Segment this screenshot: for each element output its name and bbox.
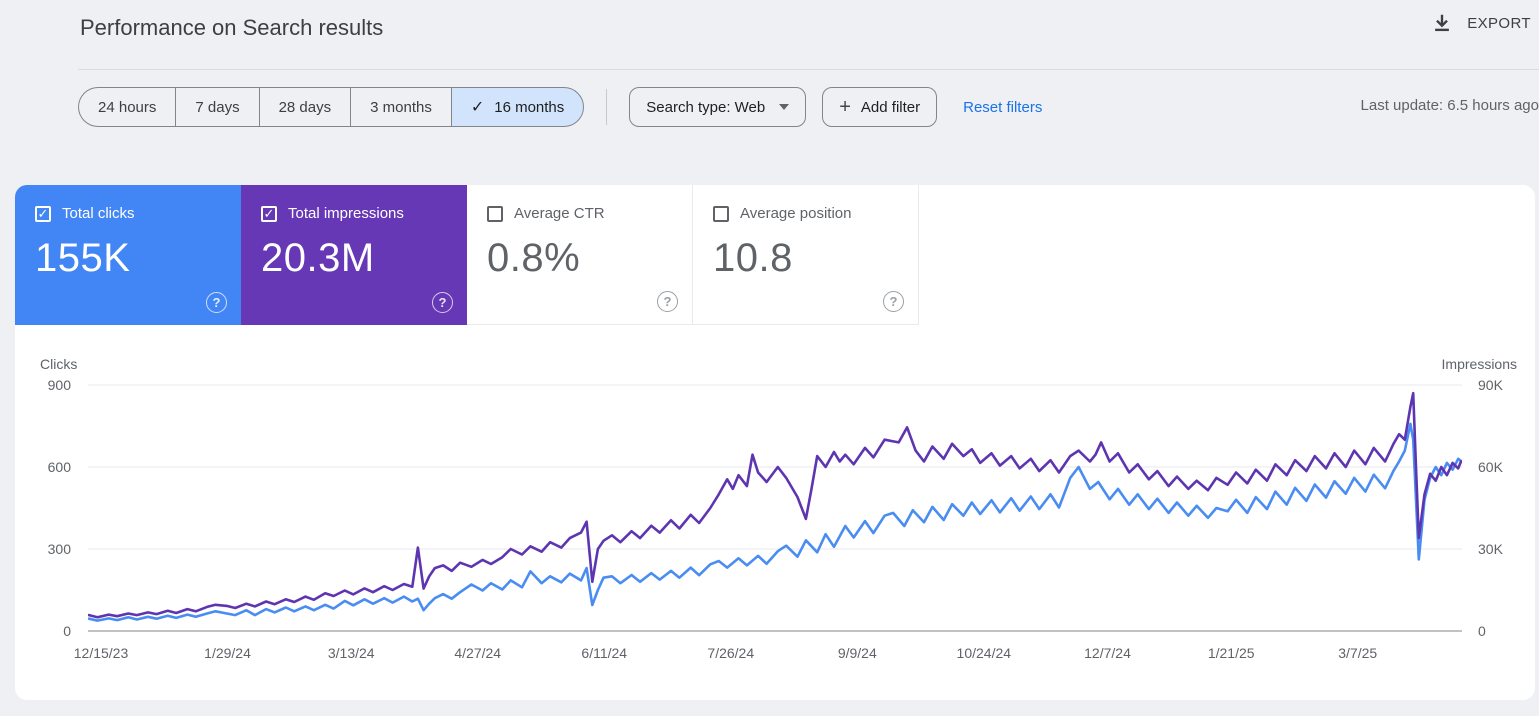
date-range-chip-28-days[interactable]: 28 days bbox=[258, 87, 351, 127]
metric-label: Average CTR bbox=[514, 205, 605, 222]
download-icon bbox=[1431, 12, 1453, 34]
metric-label: Total impressions bbox=[288, 205, 404, 222]
right-axis-tick: 60K bbox=[1478, 459, 1503, 475]
check-icon: ✓ bbox=[470, 99, 485, 116]
date-range-selector: 24 hours 7 days 28 days 3 months ✓ 16 months bbox=[78, 87, 585, 127]
chevron-down-icon bbox=[779, 104, 790, 110]
page-header: Performance on Search results EXPORT bbox=[0, 0, 1539, 69]
x-axis-tick: 10/24/24 bbox=[956, 645, 1012, 661]
metric-card-header: Average position bbox=[713, 205, 902, 222]
metric-value: 0.8% bbox=[487, 236, 581, 280]
search-type-label: Search type: Web bbox=[646, 98, 766, 116]
metric-value: 155K bbox=[35, 236, 131, 280]
checkbox-checked-icon[interactable]: ✓ bbox=[261, 205, 277, 222]
search-type-dropdown[interactable]: Search type: Web bbox=[629, 87, 807, 127]
help-icon[interactable]: ? bbox=[883, 291, 904, 312]
right-axis-tick: 90K bbox=[1478, 377, 1503, 393]
date-range-label: 24 hours bbox=[98, 98, 157, 116]
metric-value: 20.3M bbox=[261, 236, 375, 280]
last-update-text: Last update: 6.5 hours ago bbox=[1360, 97, 1539, 114]
metric-card-header: ✓ Total impressions bbox=[261, 205, 451, 222]
x-axis-tick: 12/7/24 bbox=[1084, 645, 1131, 661]
x-axis-tick: 12/15/23 bbox=[73, 645, 129, 661]
metric-card-header: ✓ Total clicks bbox=[35, 205, 225, 222]
filter-divider bbox=[606, 89, 608, 125]
metric-value: 10.8 bbox=[713, 236, 793, 280]
x-axis-tick: 7/26/24 bbox=[707, 645, 755, 661]
metric-label: Average position bbox=[740, 205, 852, 222]
metric-label: Total clicks bbox=[62, 205, 135, 222]
add-filter-button[interactable]: + Add filter bbox=[822, 87, 938, 127]
metric-card-average-ctr[interactable]: Average CTR 0.8%? bbox=[467, 185, 693, 325]
chart-plot-area[interactable] bbox=[88, 384, 1462, 632]
left-axis-tick: 600 bbox=[47, 459, 71, 475]
date-range-chip-24-hours[interactable]: 24 hours bbox=[78, 87, 176, 127]
x-axis-tick: 4/27/24 bbox=[454, 645, 502, 661]
export-button[interactable]: EXPORT bbox=[1431, 12, 1531, 34]
help-icon[interactable]: ? bbox=[432, 292, 453, 313]
date-range-label: 28 days bbox=[278, 98, 332, 116]
x-axis-tick: 9/9/24 bbox=[837, 645, 877, 661]
metric-card-header: Average CTR bbox=[487, 205, 676, 222]
x-axis-tick: 1/21/25 bbox=[1207, 645, 1255, 661]
header-divider bbox=[78, 69, 1539, 70]
page-title: Performance on Search results bbox=[80, 15, 384, 40]
date-range-label: 16 months bbox=[494, 98, 565, 116]
series-line-clicks bbox=[88, 422, 1462, 622]
x-axis-tick: 6/11/24 bbox=[581, 645, 628, 661]
metric-cards-row: ✓ Total clicks 155K? ✓ Total impressions 20.3… bbox=[15, 185, 919, 325]
checkbox-unchecked-icon[interactable] bbox=[713, 205, 729, 222]
checkbox-unchecked-icon[interactable] bbox=[487, 205, 503, 222]
x-axis-tick: 3/13/24 bbox=[327, 645, 375, 661]
series-line-impressions bbox=[88, 391, 1462, 619]
left-axis-tick: 900 bbox=[47, 377, 71, 393]
right-axis-tick: 0 bbox=[1478, 623, 1486, 639]
date-range-chip-3-months[interactable]: 3 months bbox=[350, 87, 451, 127]
x-axis-tick: 3/7/25 bbox=[1338, 645, 1378, 661]
metric-card-total-clicks[interactable]: ✓ Total clicks 155K? bbox=[15, 185, 241, 325]
left-axis-tick: 300 bbox=[47, 541, 71, 557]
checkbox-checked-icon[interactable]: ✓ bbox=[35, 205, 51, 222]
date-range-label: 7 days bbox=[195, 98, 240, 116]
x-axis-tick: 1/29/24 bbox=[204, 645, 251, 661]
right-axis-tick: 30K bbox=[1478, 541, 1503, 557]
reset-filters-link[interactable]: Reset filters bbox=[963, 98, 1043, 116]
metric-card-total-impressions[interactable]: ✓ Total impressions 20.3M? bbox=[241, 185, 467, 325]
left-axis-tick: 0 bbox=[63, 623, 71, 639]
date-range-chip-16-months[interactable]: ✓ 16 months bbox=[450, 87, 585, 127]
export-label: EXPORT bbox=[1467, 14, 1531, 32]
performance-chart[interactable]: Clicks Impressions 0 300 600 900 0 30K 60K 90K 1… bbox=[15, 345, 1535, 700]
performance-panel: ✓ Total clicks 155K? ✓ Total impressions 20.3… bbox=[15, 185, 1535, 700]
date-range-chip-7-days[interactable]: 7 days bbox=[175, 87, 259, 127]
date-range-label: 3 months bbox=[370, 98, 432, 116]
left-axis-title: Clicks bbox=[40, 356, 78, 372]
filter-bar: 24 hours 7 days 28 days 3 months ✓ 16 months … bbox=[78, 87, 1539, 127]
add-filter-label: Add filter bbox=[860, 98, 921, 116]
metric-card-average-position[interactable]: Average position 10.8? bbox=[693, 185, 919, 325]
plus-icon: + bbox=[839, 96, 851, 118]
right-axis-title: Impressions bbox=[1441, 356, 1517, 372]
help-icon[interactable]: ? bbox=[206, 292, 227, 313]
help-icon[interactable]: ? bbox=[657, 291, 678, 312]
